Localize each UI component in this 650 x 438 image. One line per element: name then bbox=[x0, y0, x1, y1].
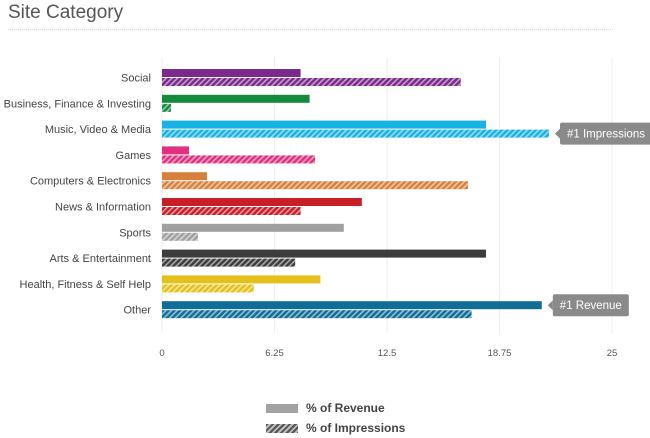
bar-revenue[interactable] bbox=[162, 146, 189, 155]
x-tick-label: 25 bbox=[607, 348, 618, 359]
bar-impressions[interactable] bbox=[162, 103, 171, 112]
category-label: Music, Video & Media bbox=[45, 124, 152, 136]
legend: % of Revenue % of Impressions bbox=[266, 398, 405, 438]
title-divider bbox=[8, 29, 613, 30]
bar-revenue[interactable] bbox=[162, 69, 301, 77]
bar-impressions[interactable] bbox=[162, 129, 549, 138]
x-tick-label: 12.5 bbox=[378, 348, 397, 359]
bar-impressions[interactable] bbox=[162, 78, 461, 86]
legend-swatch-impressions bbox=[266, 423, 298, 433]
callout: #1 Revenue bbox=[547, 294, 629, 317]
callouts: #1 Impressions #1 Revenue bbox=[547, 122, 650, 317]
bar-revenue[interactable] bbox=[162, 94, 310, 103]
legend-label-revenue: % of Revenue bbox=[306, 401, 385, 415]
bar-impressions[interactable] bbox=[162, 284, 254, 293]
bar-revenue[interactable] bbox=[162, 223, 344, 232]
bar-revenue[interactable] bbox=[162, 301, 542, 310]
category-label: Arts & Entertainment bbox=[50, 253, 152, 265]
bar-revenue[interactable] bbox=[162, 120, 486, 129]
callout-text: #1 Revenue bbox=[560, 300, 622, 312]
category-label: Other bbox=[123, 305, 151, 317]
legend-label-impressions: % of Impressions bbox=[306, 421, 406, 435]
category-label: Health, Fitness & Self Help bbox=[20, 279, 151, 291]
bar-impressions[interactable] bbox=[162, 310, 472, 319]
x-tick-label: 18.75 bbox=[488, 348, 512, 359]
category-label: Social bbox=[121, 73, 151, 85]
legend-swatch-revenue bbox=[266, 403, 298, 413]
bar-impressions[interactable] bbox=[162, 232, 198, 241]
bar-revenue[interactable] bbox=[162, 249, 486, 258]
chart-title: Site Category bbox=[8, 2, 124, 23]
callout-text: #1 Impressions bbox=[567, 129, 645, 141]
x-tick-label: 0 bbox=[159, 348, 164, 359]
category-label: Computers & Electronics bbox=[30, 176, 152, 188]
category-label: Games bbox=[116, 150, 152, 162]
bar-revenue[interactable] bbox=[162, 198, 362, 206]
legend-item-revenue[interactable]: % of Revenue bbox=[266, 398, 405, 418]
category-label: Sports bbox=[119, 227, 151, 239]
x-tick-label: 6.25 bbox=[265, 348, 284, 359]
bar-impressions[interactable] bbox=[162, 207, 301, 215]
bar-impressions[interactable] bbox=[162, 181, 468, 190]
callout-box bbox=[552, 294, 629, 317]
bar-revenue[interactable] bbox=[162, 172, 207, 181]
callout: #1 Impressions bbox=[555, 122, 650, 145]
bar-impressions[interactable] bbox=[162, 258, 296, 267]
bar-impressions[interactable] bbox=[162, 155, 315, 164]
bar-revenue[interactable] bbox=[162, 275, 321, 284]
category-label: News & Information bbox=[55, 202, 151, 214]
category-labels: Social Business, Finance & Investing Music… bbox=[4, 73, 152, 317]
bar-chart: Social Business, Finance & Investing Music… bbox=[4, 58, 650, 359]
x-axis-ticks: 0 6.25 12.5 18.75 25 bbox=[159, 348, 617, 359]
category-label: Business, Finance & Investing bbox=[4, 98, 151, 110]
legend-item-impressions[interactable]: % of Impressions bbox=[266, 418, 405, 438]
bars bbox=[162, 69, 549, 319]
callout-box bbox=[560, 122, 650, 145]
